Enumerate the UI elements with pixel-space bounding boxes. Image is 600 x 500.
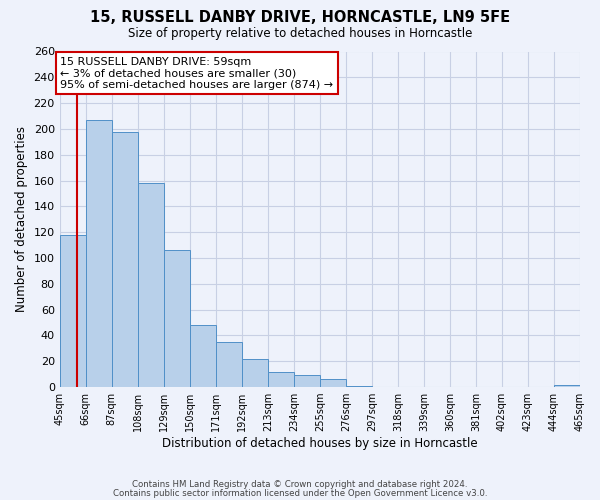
Text: 15 RUSSELL DANBY DRIVE: 59sqm
← 3% of detached houses are smaller (30)
95% of se: 15 RUSSELL DANBY DRIVE: 59sqm ← 3% of de…: [60, 56, 334, 90]
Bar: [59, 235, 86, 387]
Bar: [554, 384, 580, 387]
Bar: [164, 250, 190, 387]
Bar: [138, 183, 164, 387]
Bar: [190, 325, 216, 387]
Bar: [346, 386, 372, 387]
Bar: [112, 132, 138, 387]
Bar: [320, 380, 346, 387]
Bar: [216, 342, 242, 387]
Bar: [268, 372, 294, 387]
X-axis label: Distribution of detached houses by size in Horncastle: Distribution of detached houses by size …: [162, 437, 478, 450]
Y-axis label: Number of detached properties: Number of detached properties: [15, 126, 28, 312]
Text: 15, RUSSELL DANBY DRIVE, HORNCASTLE, LN9 5FE: 15, RUSSELL DANBY DRIVE, HORNCASTLE, LN9…: [90, 10, 510, 25]
Text: Size of property relative to detached houses in Horncastle: Size of property relative to detached ho…: [128, 28, 472, 40]
Bar: [86, 120, 112, 387]
Text: Contains HM Land Registry data © Crown copyright and database right 2024.: Contains HM Land Registry data © Crown c…: [132, 480, 468, 489]
Bar: [294, 376, 320, 387]
Text: Contains public sector information licensed under the Open Government Licence v3: Contains public sector information licen…: [113, 488, 487, 498]
Bar: [242, 358, 268, 387]
